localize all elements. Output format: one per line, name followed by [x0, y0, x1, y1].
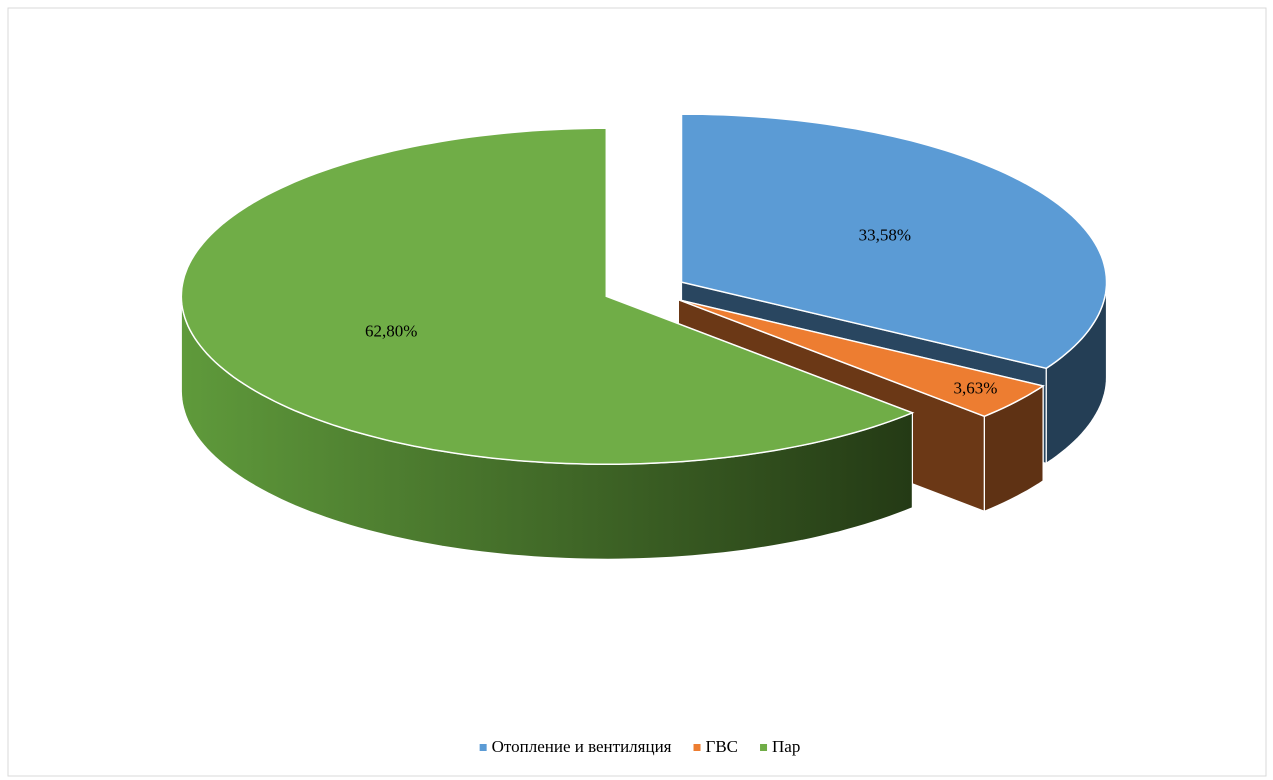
data-label: 3,63% — [953, 378, 997, 397]
legend-item: Пар — [760, 737, 800, 756]
slice — [680, 113, 1108, 370]
slice — [180, 127, 915, 466]
legend-label: ГВС — [706, 737, 739, 756]
legend-label: Пар — [772, 737, 800, 756]
legend-item: Отопление и вентиляция — [479, 737, 672, 756]
data-label: 33,58% — [859, 225, 911, 244]
tops — [180, 113, 1108, 466]
legend-swatch — [760, 744, 768, 751]
data-label: 62,80% — [365, 321, 417, 340]
legend-item: ГВС — [693, 737, 739, 756]
legend-swatch — [479, 744, 487, 751]
slice — [678, 298, 1045, 418]
legend-label: Отопление и вентиляция — [492, 737, 672, 756]
legend-swatch — [693, 744, 701, 751]
